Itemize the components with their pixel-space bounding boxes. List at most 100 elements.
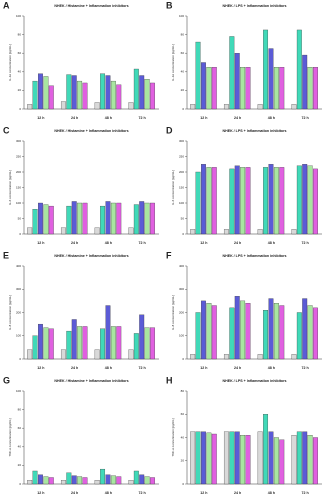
bar — [71, 201, 77, 235]
bar — [190, 354, 196, 360]
x-tick-label: 12 h — [200, 491, 207, 495]
bar — [245, 167, 251, 235]
bar — [110, 80, 116, 110]
bar — [291, 104, 297, 110]
y-tick-label: 300 — [179, 287, 184, 291]
bar — [291, 229, 297, 235]
y-tick-label: 20 — [181, 459, 185, 463]
bar — [116, 326, 122, 360]
y-tick-label: 60 — [181, 412, 185, 416]
bar — [263, 310, 269, 360]
panel-label: B — [166, 0, 173, 10]
bar — [77, 326, 83, 360]
x-tick-label: 12 h — [37, 116, 44, 120]
bar — [206, 67, 212, 110]
bar — [128, 102, 134, 110]
bar — [201, 300, 206, 360]
bar — [60, 349, 66, 360]
bar — [307, 67, 313, 110]
bar — [245, 435, 251, 485]
bar — [27, 104, 33, 110]
bar — [206, 303, 212, 360]
y-axis-label: IL-8 concentration [pg/mL] — [8, 295, 12, 330]
bar — [229, 431, 235, 485]
panel-label: H — [166, 375, 173, 385]
x-tick-label: 48 h — [105, 366, 112, 370]
bar — [229, 36, 235, 110]
bar — [105, 75, 111, 110]
bar — [38, 474, 43, 485]
bar — [77, 476, 83, 485]
bar — [133, 204, 139, 235]
y-tick-label: 300 — [16, 139, 21, 143]
bar — [100, 328, 106, 360]
bar — [150, 477, 155, 485]
chart-title: NHEK / LPS + Inflammation inhibitors — [223, 379, 287, 383]
bar — [268, 298, 274, 360]
panel-label: D — [166, 125, 173, 135]
x-tick-label: 72 h — [139, 116, 146, 120]
bar — [150, 202, 155, 235]
bar — [48, 205, 54, 235]
bar — [268, 164, 274, 235]
x-tick-label: 24 h — [234, 116, 241, 120]
bar — [144, 327, 150, 360]
bar — [190, 104, 196, 110]
y-tick-label: 200 — [16, 170, 21, 174]
bar — [195, 41, 201, 110]
bar — [82, 477, 88, 485]
bar — [296, 29, 302, 110]
bar — [296, 312, 302, 360]
bar — [38, 323, 43, 360]
bar — [71, 319, 77, 360]
x-tick-label: 72 h — [302, 241, 309, 245]
bar — [273, 303, 279, 360]
bar — [273, 67, 279, 110]
bar — [82, 202, 88, 235]
chart-title: NHEK / LPS + Inflammation inhibitors — [223, 254, 287, 258]
bar — [82, 82, 88, 110]
bar — [116, 84, 122, 110]
y-tick-label: 300 — [179, 139, 184, 143]
bar — [307, 305, 313, 360]
bar — [240, 167, 246, 235]
bar — [105, 201, 111, 235]
bar — [144, 79, 150, 110]
bar — [263, 167, 269, 235]
bar — [279, 167, 285, 235]
y-tick-label: 100 — [16, 389, 21, 393]
y-tick-label: 0 — [19, 357, 21, 361]
bar — [128, 227, 134, 235]
bar — [234, 431, 240, 485]
bar — [105, 305, 111, 360]
x-tick-label: 24 h — [71, 241, 78, 245]
bar — [110, 326, 116, 360]
bar — [245, 67, 251, 110]
bar — [32, 80, 38, 110]
chart-title: NHEK / Histamine + Inflammation inhibito… — [54, 4, 128, 8]
y-tick-label: 0 — [182, 357, 184, 361]
bar — [206, 432, 212, 485]
bar — [279, 67, 285, 110]
x-tick-label: 24 h — [71, 116, 78, 120]
y-tick-label: 200 — [179, 170, 184, 174]
y-tick-label: 40 — [181, 70, 185, 74]
y-tick-label: 400 — [179, 264, 184, 268]
x-tick-label: 48 h — [268, 366, 275, 370]
bar — [195, 171, 201, 235]
y-axis-label: IL-1α concentration [pg/mL] — [171, 44, 175, 81]
bar — [66, 472, 72, 485]
bar — [116, 202, 122, 235]
bar — [268, 431, 274, 485]
bar — [43, 204, 49, 235]
bar — [195, 312, 201, 360]
x-tick-label: 48 h — [105, 491, 112, 495]
bar — [257, 354, 263, 360]
bar — [234, 53, 240, 110]
y-tick-label: 0 — [19, 482, 21, 486]
y-tick-label: 200 — [179, 310, 184, 314]
bar — [240, 67, 246, 110]
bar — [273, 167, 279, 235]
y-tick-label: 80 — [18, 32, 22, 36]
bar — [245, 303, 251, 360]
